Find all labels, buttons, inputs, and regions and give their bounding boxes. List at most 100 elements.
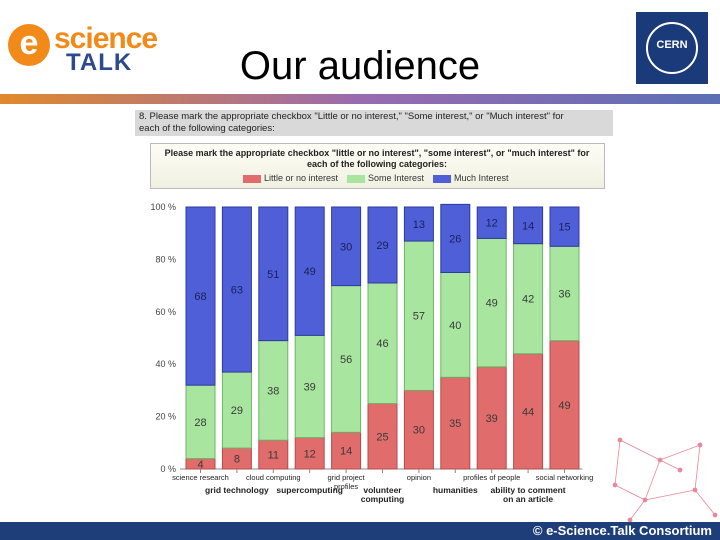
bar-segment	[294, 334, 325, 439]
data-label: 51	[267, 269, 279, 281]
bar-segment	[367, 282, 398, 404]
data-label: 38	[267, 385, 279, 397]
bar-segment	[440, 272, 471, 378]
copyright-text: © e-Science.Talk Consortium	[532, 523, 712, 538]
legend-swatch-some	[347, 174, 365, 183]
bar-segment	[221, 371, 252, 449]
x-tick-label: opinion	[407, 473, 431, 482]
data-label: 40	[449, 320, 461, 332]
cern-ring-icon	[646, 22, 698, 74]
data-label: 12	[486, 218, 498, 230]
bar-segment	[549, 245, 580, 342]
data-label: 14	[340, 446, 352, 458]
data-label: 30	[413, 425, 425, 437]
logo-science-word: science	[54, 22, 158, 55]
bar-segment	[294, 206, 325, 336]
data-label: 46	[376, 338, 388, 350]
bar-segment	[258, 340, 289, 441]
question-header-line1: 8. Please mark the appropriate checkbox …	[139, 111, 564, 122]
cern-logo: CERN	[636, 12, 708, 84]
y-tick-label: 40 %	[155, 359, 176, 369]
y-tick-label: 0 %	[160, 464, 176, 474]
legend-swatch-little	[243, 174, 261, 183]
bar-segment	[185, 206, 216, 386]
x-tick-label: grid technology	[205, 485, 269, 495]
bar-segment	[476, 237, 507, 368]
x-tick-label: profiles of people	[463, 473, 520, 482]
data-label: 39	[486, 413, 498, 425]
data-label: 12	[304, 448, 316, 460]
data-label: 25	[376, 431, 388, 443]
data-label: 26	[449, 233, 461, 245]
bar-segment	[440, 376, 471, 470]
bar-segment	[258, 206, 289, 342]
bar-segment	[221, 206, 252, 373]
data-label: 36	[558, 288, 570, 300]
y-tick-label: 100 %	[150, 202, 176, 212]
data-label: 63	[231, 285, 243, 297]
data-label: 29	[376, 240, 388, 252]
logo-talk-word: TALK	[66, 49, 133, 76]
data-label: 13	[413, 219, 425, 231]
legend-item-little: Little or no interest	[243, 173, 338, 183]
data-label: 30	[340, 241, 352, 253]
cern-logo-text: CERN	[656, 39, 688, 51]
legend-label-much: Much Interest	[454, 173, 509, 183]
data-label: 42	[522, 294, 534, 306]
x-tick-label: social networking	[536, 473, 594, 482]
instruction-box: Please mark the appropriate checkbox "li…	[150, 143, 605, 189]
bar-segment	[367, 206, 398, 284]
x-tick-label: supercomputing	[276, 485, 343, 495]
x-tick-label: ability to comment on an article	[491, 485, 566, 504]
bar-segment	[476, 206, 507, 239]
data-label: 29	[231, 405, 243, 417]
data-label: 8	[234, 454, 240, 466]
legend-item-some: Some Interest	[347, 173, 424, 183]
instruction-text: Please mark the appropriate checkbox "li…	[164, 148, 590, 169]
data-label: 11	[268, 450, 279, 462]
x-tick-label: volunteer computing	[361, 485, 404, 504]
x-tick-label: humanities	[433, 485, 478, 495]
escience-talk-logo: e science TALK	[8, 22, 178, 78]
bar-segment	[331, 431, 362, 470]
x-tick-label: science research	[172, 473, 229, 482]
bar-segment	[513, 206, 544, 245]
legend-item-much: Much Interest	[433, 173, 509, 183]
bar-segment	[403, 240, 434, 391]
data-label: 57	[413, 311, 425, 323]
x-tick-label: grid project profiles	[328, 473, 366, 491]
data-label: 68	[194, 291, 206, 303]
data-label: 4	[197, 459, 203, 471]
y-tick-label: 80 %	[155, 254, 176, 264]
legend-swatch-much	[433, 174, 451, 183]
logo-e-mark: e	[8, 24, 50, 66]
bar-segment	[549, 206, 580, 247]
data-label: 28	[194, 417, 206, 429]
question-header: 8. Please mark the appropriate checkbox …	[135, 110, 613, 136]
data-label: 49	[304, 266, 316, 278]
network-decoration-icon	[612, 437, 718, 522]
data-label: 49	[558, 400, 570, 412]
data-label: 39	[304, 381, 316, 393]
x-tick-label: cloud computing	[246, 473, 301, 482]
data-label: 56	[340, 354, 352, 366]
legend-label-little: Little or no interest	[264, 173, 339, 183]
question-header-line2: each of the following categories:	[139, 123, 275, 134]
bar-segment	[331, 206, 362, 287]
footer-bar	[0, 522, 720, 540]
legend-label-some: Some Interest	[368, 173, 425, 183]
data-label: 15	[558, 222, 570, 234]
slide-title: Our audience	[239, 44, 481, 88]
bar-segment	[185, 384, 216, 460]
data-label: 14	[522, 220, 534, 232]
data-label: 44	[522, 406, 534, 418]
bar-segment	[367, 403, 398, 470]
title-divider-bar	[0, 94, 720, 104]
bar-segment	[258, 439, 289, 470]
y-tick-label: 20 %	[155, 412, 176, 422]
y-tick-label: 60 %	[155, 307, 176, 317]
bar-segment	[440, 203, 471, 274]
bar-segment	[403, 206, 434, 242]
bar-segment	[331, 285, 362, 433]
